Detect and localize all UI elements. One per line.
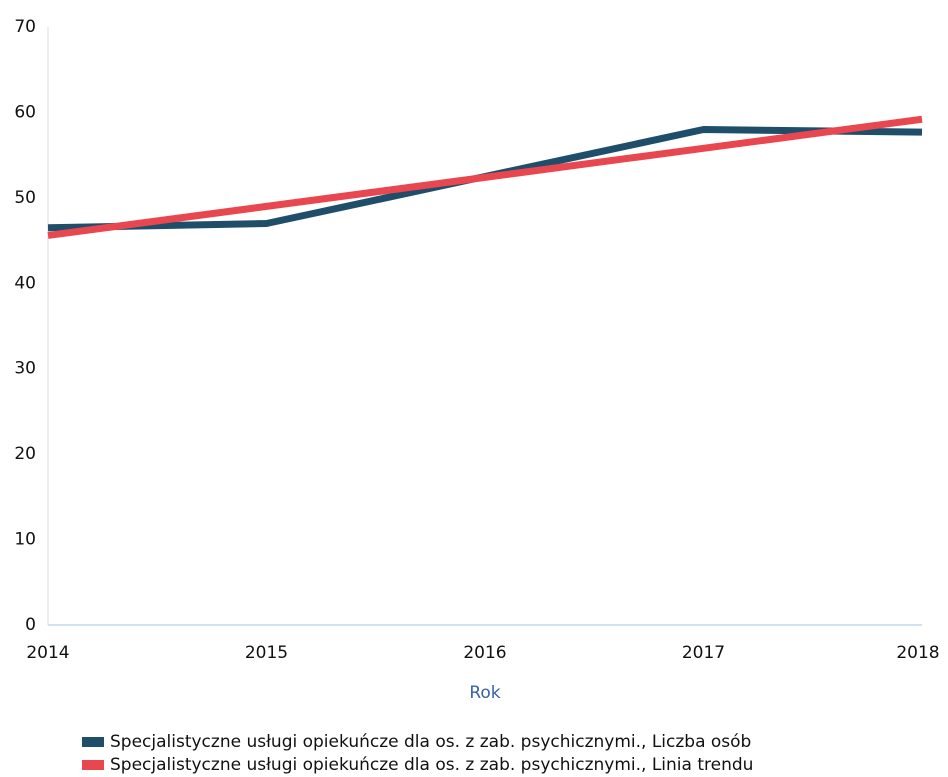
y-tick-label: 40 <box>14 273 36 293</box>
x-axis-label: Rok <box>469 683 500 703</box>
x-tick-label: 2014 <box>26 643 69 663</box>
legend-swatch <box>82 760 104 770</box>
x-tick-label: 2017 <box>682 643 725 663</box>
y-tick-label: 0 <box>25 615 36 635</box>
x-tick-label: 2015 <box>245 643 288 663</box>
legend-swatch <box>82 737 104 747</box>
y-tick-label: 50 <box>14 188 36 208</box>
y-tick-label: 70 <box>14 17 36 37</box>
legend-label: Specjalistyczne usługi opiekuńcze dla os… <box>110 755 753 775</box>
series-line <box>47 115 923 239</box>
y-tick-label: 30 <box>14 359 36 379</box>
y-tick-label: 60 <box>14 102 36 122</box>
legend-label: Specjalistyczne usługi opiekuńcze dla os… <box>110 732 751 752</box>
y-tick-label: 10 <box>14 530 36 550</box>
x-tick-label: 2016 <box>463 643 506 663</box>
y-tick-label: 20 <box>14 444 36 464</box>
x-tick-label: 2018 <box>896 643 939 663</box>
